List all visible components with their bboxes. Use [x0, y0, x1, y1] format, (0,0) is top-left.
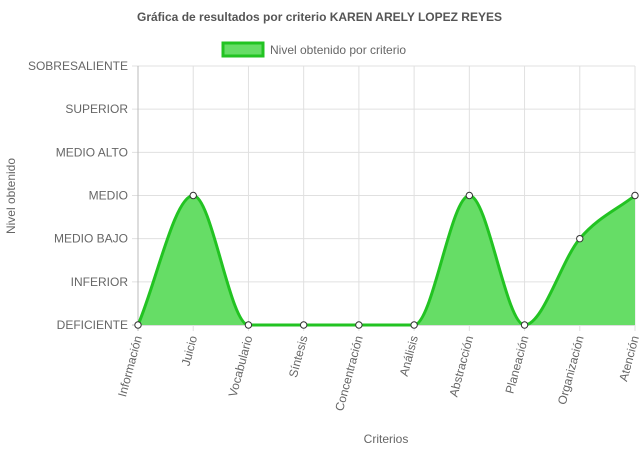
series-area — [136, 193, 636, 327]
data-point-vocabulario[interactable] — [244, 321, 253, 329]
x-tick-label: Planeación — [503, 334, 532, 395]
x-tick-label: Síntesis — [286, 334, 311, 379]
data-point-organización[interactable] — [576, 234, 584, 243]
x-tick-label: Juicio — [179, 334, 201, 368]
y-tick-label: SOBRESALIENTE — [28, 59, 128, 73]
series-fill — [138, 195, 635, 325]
x-tick-labels: Información Juicio Vocabulario Síntesis Conc… — [115, 334, 639, 413]
data-point-planeación[interactable] — [520, 321, 529, 329]
legend-label[interactable]: Nivel obtenido por criterio — [270, 43, 406, 57]
x-axis-title: Criterios — [364, 432, 409, 446]
data-point-abstracción[interactable] — [465, 191, 474, 200]
series-line — [136, 193, 636, 327]
y-tick-labels: DEFICIENTE INFERIOR MEDIO BAJO MEDIO MEDIO A… — [28, 59, 128, 332]
data-point-síntesis[interactable] — [299, 321, 308, 329]
y-tick-label: SUPERIOR — [65, 102, 128, 116]
data-point-información[interactable] — [134, 321, 142, 329]
data-point-atención[interactable] — [631, 191, 639, 200]
x-tick-label: Concentración — [332, 334, 366, 412]
y-tick-label: MEDIO ALTO — [56, 145, 128, 159]
y-tick-label: DEFICIENTE — [57, 318, 128, 332]
legend-swatch[interactable] — [221, 41, 265, 58]
x-tick-label: Análisis — [397, 334, 421, 378]
y-tick-label: MEDIO BAJO — [54, 232, 128, 246]
data-point-concentración[interactable] — [355, 321, 363, 329]
y-axis-title: Nivel obtenido — [4, 158, 18, 234]
data-points — [134, 191, 639, 329]
chart-title: Gráfica de resultados por criterio KAREN… — [137, 10, 502, 24]
x-tick-label: Organización — [555, 334, 587, 406]
x-tick-label: Vocabulario — [226, 334, 256, 399]
data-point-análisis[interactable] — [410, 321, 418, 329]
x-tick-label: Abstracción — [446, 334, 476, 398]
y-tick-label: MEDIO — [89, 189, 128, 203]
x-tick-label: Atención — [616, 334, 639, 383]
legend[interactable]: Nivel obtenido por criterio — [221, 41, 406, 58]
data-point-juicio[interactable] — [189, 191, 197, 200]
x-tick-label: Información — [115, 334, 145, 398]
y-tick-label: INFERIOR — [71, 275, 129, 289]
